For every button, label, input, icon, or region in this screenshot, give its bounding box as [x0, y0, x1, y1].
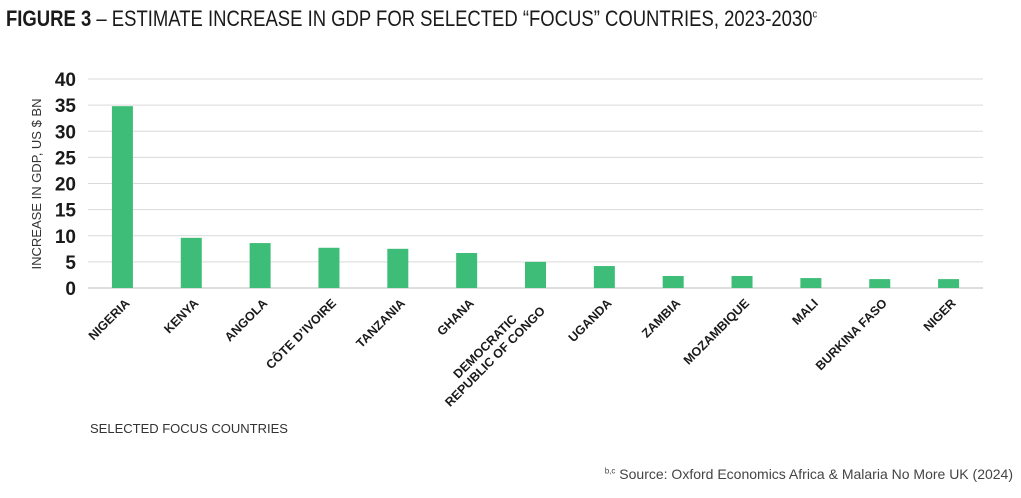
x-tick-label-line: ANGOLA	[222, 296, 270, 344]
bar	[731, 275, 753, 288]
figure-title: FIGURE 3 – ESTIMATE INCREASE IN GDP FOR …	[6, 6, 817, 32]
x-tick-label: BURKINA FASO	[813, 296, 890, 373]
source-note: b,c Source: Oxford Economics Africa & Ma…	[605, 466, 1013, 482]
bar	[180, 237, 202, 288]
bar	[800, 278, 822, 288]
source-text: Source: Oxford Economics Africa & Malari…	[619, 466, 1013, 482]
y-axis-label: INCREASE IN GDP, US $ BN	[29, 99, 44, 270]
y-tick-label: 20	[55, 175, 76, 196]
x-tick-label-line: NIGER	[921, 296, 959, 334]
x-tick-label: UGANDA	[566, 296, 615, 345]
x-tick-label: NIGER	[921, 296, 959, 334]
bar	[249, 243, 271, 288]
source-footnote: b,c	[604, 466, 616, 476]
y-tick-label: 10	[55, 227, 76, 248]
bar	[525, 261, 546, 288]
y-tick-label: 5	[65, 253, 76, 274]
x-tick-label: TANZANIA	[354, 296, 408, 350]
bar	[111, 106, 133, 288]
bar	[593, 266, 615, 288]
x-tick-label: GHANA	[434, 296, 476, 338]
x-tick-label-line: KENYA	[161, 296, 201, 336]
x-tick-label-line: BURKINA FASO	[813, 296, 890, 373]
x-tick-label-line: MOZAMBIQUE	[681, 296, 752, 367]
y-tick-label: 15	[55, 201, 77, 222]
title-dash: –	[91, 6, 112, 31]
x-tick-label: CÔTE D’IVOIRE	[263, 296, 339, 372]
title-text: ESTIMATE INCREASE IN GDP FOR SELECTED “F…	[111, 6, 813, 31]
title-footnote: c	[812, 8, 818, 21]
bar	[318, 247, 340, 288]
x-tick-label-line: UGANDA	[566, 296, 615, 345]
x-tick-label-line: GHANA	[434, 296, 476, 338]
x-tick-label: ANGOLA	[222, 296, 270, 344]
bar	[938, 279, 960, 288]
y-tick-label: 25	[55, 148, 77, 169]
y-tick-label: 0	[65, 279, 76, 300]
x-axis-label: SELECTED FOCUS COUNTRIES	[90, 421, 288, 436]
x-tick-label: NIGERIA	[86, 296, 133, 343]
x-tick-label: MOZAMBIQUE	[681, 296, 752, 367]
x-tick-label: KENYA	[161, 296, 201, 336]
x-tick-label-line: ZAMBIA	[639, 296, 683, 340]
bar	[869, 279, 891, 288]
x-tick-label-line: NIGERIA	[86, 296, 133, 343]
y-tick-label: 35	[55, 96, 77, 117]
bar	[387, 248, 409, 288]
x-tick-label: DEMOCRATICREPUBLIC OF CONGO	[432, 294, 548, 410]
x-tick-label-line: TANZANIA	[354, 296, 408, 350]
x-tick-label: MALI	[789, 296, 821, 328]
figure-label: FIGURE 3	[6, 6, 92, 31]
x-tick-label-line: MALI	[789, 296, 821, 328]
y-tick-label: 40	[55, 70, 76, 91]
bar	[456, 252, 478, 288]
bar	[662, 275, 684, 288]
x-tick-label-line: CÔTE D’IVOIRE	[263, 296, 339, 372]
x-tick-label: ZAMBIA	[639, 296, 683, 340]
y-tick-label: 30	[55, 122, 76, 143]
